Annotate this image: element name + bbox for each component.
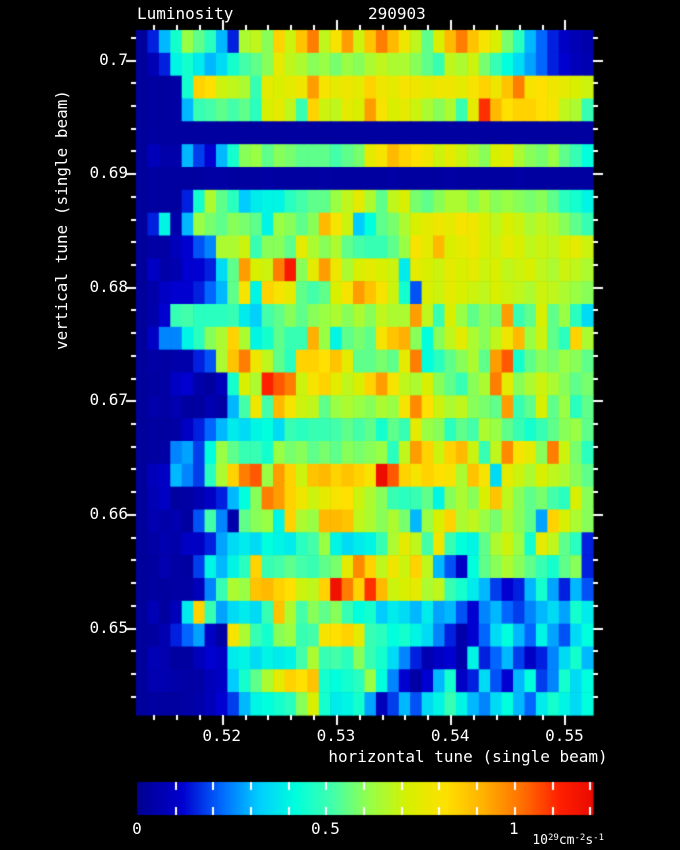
units-base-10: 10 bbox=[532, 833, 548, 848]
units-exp-minus2: -2 bbox=[574, 833, 586, 843]
x-tick-label: 0.54 bbox=[430, 726, 470, 745]
units-exp-minus1: -1 bbox=[593, 833, 604, 843]
y-tick-label: 0.65 bbox=[89, 617, 128, 637]
units-cm: cm bbox=[558, 833, 575, 848]
colorbar-tick-label: 0.5 bbox=[310, 819, 340, 838]
y-tick-label: 0.66 bbox=[89, 503, 128, 523]
x-tick-label: 0.53 bbox=[316, 726, 356, 745]
y-tick-label: 0.68 bbox=[89, 276, 128, 296]
chart-title: Luminosity bbox=[137, 4, 234, 23]
colorbar-tick-label: 0 bbox=[132, 819, 142, 838]
units-exp-29: 29 bbox=[547, 833, 559, 843]
colorbar-tick-label: 1 bbox=[509, 819, 519, 838]
run-number: 290903 bbox=[368, 4, 426, 23]
y-tick-label: 0.7 bbox=[99, 49, 128, 69]
units-s: s bbox=[585, 833, 594, 848]
y-tick-label: 0.69 bbox=[89, 163, 128, 183]
x-tick-label: 0.55 bbox=[545, 726, 584, 745]
colorbar-units: 1029cm-2s-1 bbox=[532, 831, 604, 848]
y-tick-label: 0.67 bbox=[89, 390, 128, 410]
x-tick-label: 0.52 bbox=[202, 726, 241, 745]
y-axis-label: vertical tune (single beam) bbox=[52, 89, 71, 351]
x-axis-label: horizontal tune (single beam) bbox=[328, 747, 608, 766]
